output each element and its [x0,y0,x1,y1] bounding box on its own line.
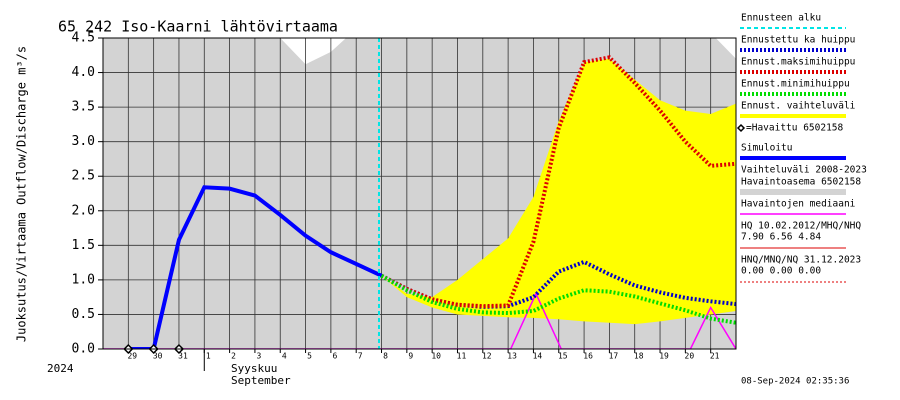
legend-label: Vaihteluväli 2008-2023 [741,165,867,176]
line [103,291,736,349]
x-tick-label: 3 [257,352,262,361]
x-tick-label: 29 [127,352,137,361]
legend-label: Ennustettu ka huippu [741,35,855,46]
legend-label: Ennust.maksimihuippu [741,57,855,68]
legend-label: Havaintoasema 6502158 [741,177,861,188]
legend-note: 0.00 0.00 0.00 [741,266,821,277]
y-tick-label: 2.0 [72,203,95,218]
x-tick-label: 7 [358,352,363,361]
x-tick-label: 12 [482,352,492,361]
year-label: 2024 [47,362,74,375]
x-tick-label: 17 [609,352,619,361]
x-tick-label: 5 [307,352,312,361]
plot-frame [102,37,737,350]
x-tick-label: 16 [583,352,593,361]
x-tick-label: 10 [431,352,441,361]
x-tick-label: 6 [332,352,337,361]
y-tick-label: 0.0 [72,342,95,357]
legend-label: Simuloitu [741,143,792,154]
month-label: September [231,374,291,387]
x-tick-label: 1 [206,352,211,361]
forecast-band [381,58,736,325]
y-tick-label: 1.5 [72,238,95,253]
x-tick-label: 31 [178,352,188,361]
month-label: Syyskuu [231,362,277,375]
timestamp: 08-Sep-2024 02:35:36 [741,377,849,387]
x-tick-label: 18 [634,352,644,361]
legend-note: HNQ/MNQ/NQ 31.12.2023 [741,255,861,266]
x-tick-label: 9 [408,352,413,361]
x-tick-label: 4 [282,352,287,361]
x-tick-label: 8 [383,352,388,361]
line [128,185,383,349]
legend-swatch [736,123,746,133]
y-tick-label: 3.0 [72,134,95,149]
legend-label: Ennusteen alku [741,13,821,24]
legend-note: 7.90 6.56 4.84 [741,232,821,243]
y-tick-label: 0.5 [72,307,95,322]
chart-title: 65 242 Iso-Kaarni lähtövirtaama [58,18,338,36]
x-tick-label: 11 [457,352,467,361]
x-tick-label: 2 [231,352,236,361]
line [380,274,736,325]
x-tick-label: 13 [507,352,517,361]
legend-label: Ennust.minimihuippu [741,79,850,90]
x-tick-label: 21 [710,352,720,361]
y-axis-label: Juoksutus/Virtaama Outflow/Discharge m³/… [15,46,29,342]
y-tick-label: 4.0 [72,65,95,80]
legend-note: HQ 10.02.2012/MHQ/NHQ [741,221,861,232]
y-tick-label: 2.5 [72,169,95,184]
x-tick-label: 20 [685,352,695,361]
x-tick-label: 14 [533,352,543,361]
y-tick-label: 3.5 [72,100,95,115]
x-tick-label: 19 [659,352,669,361]
legend-label: Ennust. vaihteluväli [741,101,856,112]
line [380,55,736,309]
legend-label: =Havaittu 6502158 [746,123,844,134]
x-tick-label: 30 [153,352,163,361]
y-tick-label: 4.5 [72,31,95,46]
x-tick-label: 15 [558,352,568,361]
legend-label: Havaintojen mediaani [741,199,856,210]
y-tick-label: 1.0 [72,272,95,287]
